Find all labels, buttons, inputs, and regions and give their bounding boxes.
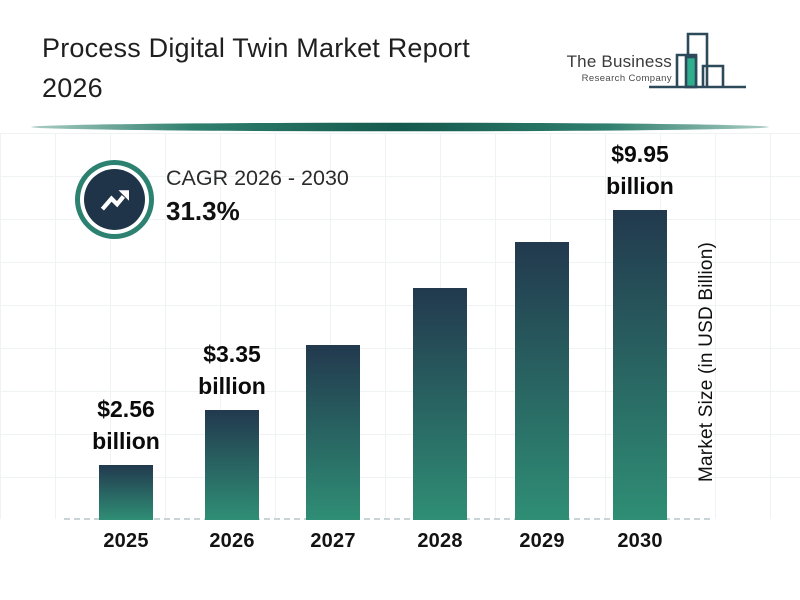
y-axis-title: Market Size (in USD Billion) xyxy=(696,242,717,482)
trending-up-icon xyxy=(100,189,129,210)
logo-name: The Business xyxy=(566,52,672,71)
bar-skyline-logo-icon xyxy=(649,32,746,89)
bar-2028 xyxy=(413,288,467,520)
bar-2025 xyxy=(99,465,153,520)
cagr-value: 31.3% xyxy=(166,196,240,226)
cagr-badge-core xyxy=(84,169,145,230)
cagr-label: CAGR 2026 - 2030 xyxy=(166,166,349,190)
x-tick-2029: 2029 xyxy=(519,530,565,552)
x-tick-2026: 2026 xyxy=(209,530,255,552)
page-title-line2: 2026 xyxy=(42,73,103,103)
data-label-2030: $9.95 billion xyxy=(606,141,674,199)
bar-2030 xyxy=(613,210,667,520)
data-label-2025: $2.56 billion xyxy=(92,396,160,454)
bar-2027 xyxy=(306,345,360,520)
x-axis-baseline xyxy=(64,518,710,520)
logo-subname: Research Company xyxy=(581,73,672,84)
x-tick-2030: 2030 xyxy=(617,530,663,552)
bar-2026 xyxy=(205,410,259,520)
page-title-line1: Process Digital Twin Market Report xyxy=(42,33,470,63)
x-tick-2027: 2027 xyxy=(310,530,356,552)
data-label-2026: $3.35 billion xyxy=(198,341,266,399)
bar-2029 xyxy=(515,242,569,520)
x-tick-2025: 2025 xyxy=(103,530,149,552)
x-tick-2028: 2028 xyxy=(417,530,463,552)
logo-wordmark: The Business Research Company xyxy=(556,52,672,84)
divider-ribbon xyxy=(31,122,769,132)
cagr-badge xyxy=(75,160,154,239)
page-title: Process Digital Twin Market Report 2026 xyxy=(42,28,582,108)
